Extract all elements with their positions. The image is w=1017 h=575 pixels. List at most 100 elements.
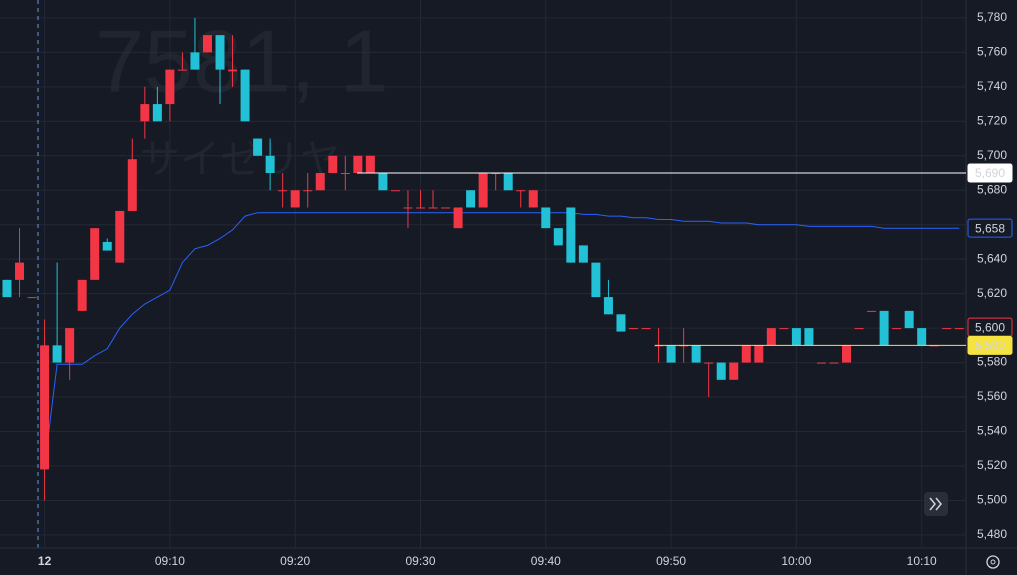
y-tick-label: 5,560: [977, 389, 1007, 403]
y-tick-label: 5,760: [977, 45, 1007, 59]
candle-body: [253, 138, 263, 156]
candle-body: [466, 190, 476, 208]
candle-body: [190, 52, 200, 70]
y-tick-label: 5,540: [977, 424, 1007, 438]
candle-body: [942, 328, 952, 330]
candle-body: [741, 345, 751, 363]
candle-body: [165, 69, 175, 105]
candle-body: [616, 314, 626, 332]
candle-body: [215, 35, 225, 70]
price-line-label-box: [967, 335, 1013, 355]
candle-body: [691, 345, 701, 363]
scroll-button[interactable]: [924, 492, 948, 516]
candle-body: [829, 362, 839, 364]
candle-body: [102, 241, 112, 251]
candle-body: [90, 228, 100, 280]
last-price-label: 5,600: [975, 320, 1005, 334]
x-tick-label: 09:20: [280, 554, 310, 568]
x-tick-label: 09:50: [656, 554, 686, 568]
candle-body: [917, 328, 927, 346]
settings-button[interactable]: [986, 555, 1000, 569]
candle-body: [879, 310, 889, 346]
candle-body: [591, 262, 601, 298]
y-tick-label: 5,720: [977, 113, 1007, 127]
candle-body: [804, 328, 814, 346]
candle-body: [716, 362, 726, 380]
candle-body: [553, 228, 563, 246]
y-tick-label: 5,780: [977, 10, 1007, 24]
candle-body: [666, 345, 676, 363]
candle-body: [378, 173, 388, 191]
candle-body: [641, 328, 651, 330]
candle-body: [15, 262, 25, 280]
candle-body: [629, 328, 638, 330]
y-tick-label: 5,480: [977, 527, 1007, 541]
candle-body: [115, 210, 125, 263]
candle-body: [340, 173, 350, 175]
candle-body: [842, 345, 852, 363]
x-tick-label: 09:40: [531, 554, 561, 568]
candle-body: [328, 155, 338, 174]
x-tick-label: 10:00: [781, 554, 811, 568]
x-tick-label: 10:10: [907, 554, 937, 568]
vwap-line: [44, 212, 960, 467]
candle-body: [528, 190, 538, 208]
candle-body: [177, 69, 187, 71]
x-tick-label: 09:30: [405, 554, 435, 568]
settings-icon-core: [990, 559, 996, 565]
candle-body: [754, 345, 764, 363]
y-tick-label: 5,520: [977, 458, 1007, 472]
y-tick-label: 5,640: [977, 251, 1007, 265]
candle-body: [240, 69, 250, 122]
price-line-label-box: [967, 163, 1013, 183]
y-tick-label: 5,500: [977, 493, 1007, 507]
candle-body: [854, 328, 864, 330]
candle-body: [140, 104, 150, 122]
candle-body: [52, 345, 62, 363]
candle-body: [353, 155, 363, 174]
candle-body: [278, 190, 288, 192]
candle-body: [65, 328, 75, 363]
candle-body: [453, 207, 463, 229]
candle-body: [578, 245, 588, 263]
candle-body: [315, 173, 325, 191]
candle-body: [365, 155, 375, 174]
scroll-icon: [929, 497, 942, 511]
y-tick-label: 5,700: [977, 148, 1007, 162]
candle-body: [729, 362, 739, 380]
candle-body: [766, 328, 776, 346]
candle-body: [77, 279, 87, 311]
y-tick-label: 5,620: [977, 286, 1007, 300]
candle-body: [152, 104, 162, 122]
settings-icon[interactable]: [986, 555, 1000, 569]
scroll-button-bg[interactable]: [924, 492, 948, 516]
candle-body: [603, 297, 613, 315]
candle-body: [954, 328, 964, 330]
price-line-label: 5,690: [975, 166, 1005, 180]
vwap-label-box: [967, 218, 1013, 238]
candle-body: [290, 190, 300, 208]
candle-body: [403, 207, 413, 209]
price-line-label: 5,590: [975, 339, 1005, 353]
candle-body: [566, 207, 576, 263]
candle-body: [791, 328, 801, 346]
candle-body: [816, 362, 826, 364]
y-tick-label: 5,580: [977, 355, 1007, 369]
x-tick-label: 09:10: [155, 554, 185, 568]
y-tick-label: 5,740: [977, 79, 1007, 93]
x-tick-label: 12: [38, 554, 52, 568]
watermark-subtitle: サイゼリヤ: [140, 138, 340, 182]
vwap-label: 5,658: [975, 221, 1005, 235]
candle-body: [127, 159, 137, 211]
candle-body: [428, 207, 438, 209]
candle-body: [541, 207, 551, 229]
candle-body: [27, 297, 37, 299]
candle-body: [303, 190, 313, 192]
y-tick-label: 5,680: [977, 182, 1007, 196]
candle-body: [779, 328, 789, 330]
candle-body: [390, 190, 400, 192]
candle-body: [704, 362, 714, 364]
candle-body: [904, 310, 914, 329]
candle-body: [40, 345, 50, 470]
